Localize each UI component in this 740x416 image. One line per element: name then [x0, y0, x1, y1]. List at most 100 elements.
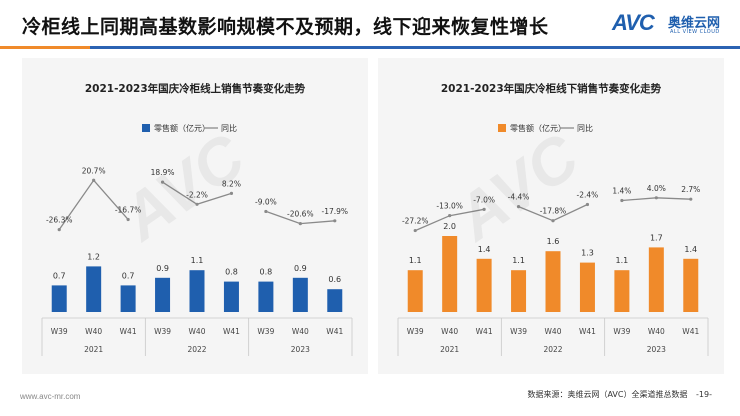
yoy-point	[413, 228, 417, 233]
yoy-value-label: -20.6%	[287, 210, 314, 219]
yoy-point	[195, 202, 199, 206]
bar-value-label: 1.1	[512, 256, 525, 265]
header-divider-accent	[0, 46, 90, 49]
x-tick-label: W39	[154, 327, 171, 336]
x-tick-label: W41	[682, 327, 699, 336]
yoy-point	[92, 178, 96, 182]
bar	[545, 251, 561, 312]
bar-value-label: 1.6	[547, 237, 560, 246]
bar-value-label: 1.2	[87, 252, 100, 261]
yoy-value-label: 20.7%	[82, 166, 106, 175]
bar	[51, 285, 67, 312]
bar-value-label: 0.9	[156, 264, 169, 273]
yoy-point	[264, 209, 268, 214]
logo-name-cn: 奥维云网	[668, 16, 721, 31]
bar-value-label: 1.7	[650, 233, 663, 242]
bar-value-label: 1.4	[478, 245, 491, 254]
group-label: 2023	[647, 345, 666, 354]
yoy-point	[126, 217, 130, 222]
yoy-point	[620, 198, 624, 203]
yoy-point	[482, 207, 486, 211]
x-tick-label: W40	[85, 327, 102, 336]
legend-label-bar: 零售额（亿元）	[154, 123, 210, 133]
yoy-value-label: 8.2%	[222, 179, 241, 188]
yoy-value-label: 1.4%	[612, 187, 631, 196]
x-tick-label: W41	[326, 327, 343, 336]
legend-label-line: 同比	[221, 123, 237, 133]
x-tick-label: W40	[189, 327, 206, 336]
x-tick-label: W40	[441, 327, 458, 336]
bar	[579, 262, 595, 312]
chart-title: 2021-2023年国庆冷柜线上销售节奏变化走势	[85, 82, 306, 95]
bar-value-label: 0.9	[294, 264, 307, 273]
legend-swatch-bar	[498, 124, 506, 132]
headline: 冷柜线上同期高基数影响规模不及预期，线下迎来恢复性增长	[22, 16, 549, 38]
yoy-point	[585, 202, 590, 207]
x-tick-label: W40	[292, 327, 309, 336]
yoy-point	[689, 197, 693, 201]
group-label: 2021	[84, 345, 103, 354]
x-tick-label: W41	[120, 327, 137, 336]
yoy-value-label: -17.8%	[540, 207, 567, 216]
yoy-point	[57, 228, 61, 232]
bar	[189, 270, 205, 312]
bar-value-label: 1.1	[191, 256, 204, 265]
bar	[120, 285, 136, 312]
bar	[223, 281, 239, 312]
bar	[407, 270, 423, 312]
x-tick-label: W39	[257, 327, 274, 336]
bar	[155, 277, 171, 312]
yoy-value-label: -4.4%	[508, 193, 530, 202]
bar-value-label: 1.3	[581, 249, 594, 258]
source-text: 数据来源：奥维云网（AVC）全渠道推总数据	[527, 390, 688, 399]
group-label: 2021	[440, 345, 459, 354]
x-tick-label: W39	[510, 327, 527, 336]
footer-source: 数据来源：奥维云网（AVC）全渠道推总数据 -19-	[527, 389, 712, 400]
bar-value-label: 0.8	[260, 268, 273, 277]
yoy-point	[160, 180, 165, 184]
bar	[442, 236, 458, 312]
x-tick-label: W39	[613, 327, 630, 336]
bar	[614, 270, 630, 312]
yoy-value-label: -27.2%	[402, 217, 429, 226]
yoy-value-label: -26.3%	[46, 216, 73, 225]
x-tick-label: W40	[648, 327, 665, 336]
x-tick-label: W39	[51, 327, 68, 336]
online-chart-panel: 2021-2023年国庆冷柜线上销售节奏变化走势零售额（亿元） 同比 0.7 W39 1…	[22, 58, 368, 374]
x-tick-label: W41	[579, 327, 596, 336]
yoy-point	[229, 191, 234, 195]
page-number: -19-	[696, 390, 712, 399]
yoy-point	[448, 214, 452, 218]
avc-logo: AVC 奥维云网 ALL VIEW CLOUD	[612, 10, 732, 40]
bar-value-label: 2.0	[443, 222, 456, 231]
yoy-point	[516, 205, 521, 209]
bar-value-label: 0.6	[328, 275, 341, 284]
yoy-value-label: -2.4%	[577, 191, 599, 200]
x-tick-label: W39	[407, 327, 424, 336]
group-label: 2022	[187, 345, 206, 354]
bar-value-label: 0.7	[53, 271, 66, 280]
bar	[292, 277, 308, 312]
yoy-point	[298, 222, 302, 226]
bar	[476, 258, 492, 312]
yoy-point	[333, 219, 337, 223]
logo-name-en: ALL VIEW CLOUD	[670, 29, 720, 35]
legend-label-bar: 零售额（亿元）	[510, 123, 566, 133]
footer-url: www.avc-mr.com	[20, 392, 81, 401]
yoy-value-label: -13.0%	[436, 202, 463, 211]
yoy-value-label: -7.0%	[473, 195, 495, 204]
group-label: 2022	[543, 345, 562, 354]
logo-mark: AVC	[612, 10, 655, 35]
bar	[327, 289, 343, 312]
bar	[258, 281, 274, 312]
bar	[86, 266, 102, 312]
yoy-value-label: -17.9%	[322, 207, 349, 216]
bar-value-label: 0.7	[122, 271, 135, 280]
yoy-value-label: -2.2%	[186, 190, 208, 199]
yoy-value-label: 4.0%	[647, 184, 666, 193]
chart-title: 2021-2023年国庆冷柜线下销售节奏变化走势	[441, 82, 662, 95]
yoy-value-label: 18.9%	[151, 168, 175, 177]
yoy-point	[551, 219, 555, 223]
